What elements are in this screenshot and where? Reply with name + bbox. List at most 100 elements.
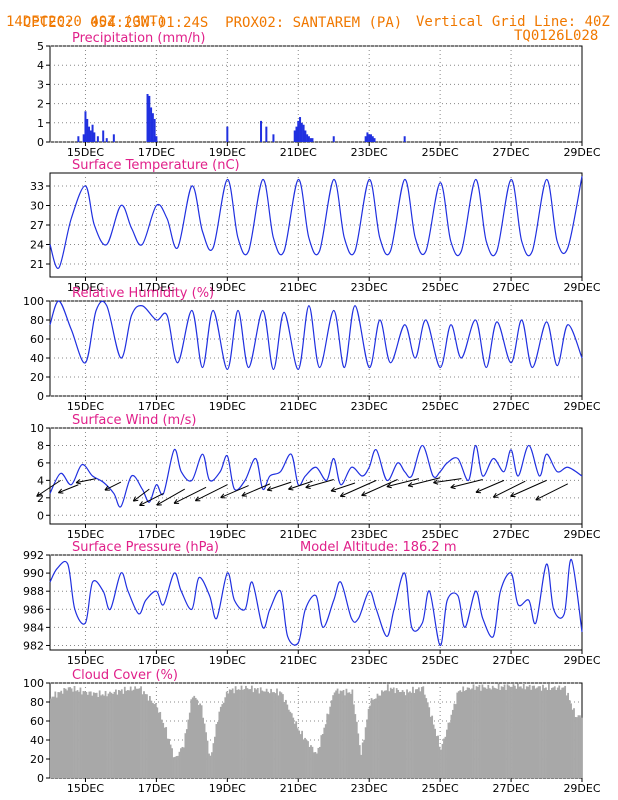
- cloud-bar: [395, 688, 398, 778]
- cloud-bar: [283, 702, 286, 778]
- panel-0: [46, 45, 583, 146]
- x-tick-label: 25DEC: [422, 528, 459, 541]
- y-tick-label: 4: [37, 474, 44, 487]
- cloud-bar: [168, 738, 170, 778]
- cloud-bar: [231, 688, 234, 778]
- cloud-bar: [416, 689, 419, 778]
- cloud-bar: [205, 732, 207, 778]
- panel-frame: [49, 45, 583, 143]
- cloud-bar: [95, 692, 98, 778]
- cloud-bar: [571, 709, 574, 778]
- precip-bar: [105, 138, 108, 142]
- cloud-bar: [144, 694, 147, 778]
- cloud-bar: [81, 694, 83, 778]
- cloud-bar: [419, 691, 422, 778]
- cloud-bar: [579, 715, 581, 778]
- cloud-bar: [394, 693, 397, 778]
- precip-bar: [89, 130, 92, 142]
- cloud-bar: [82, 691, 85, 778]
- cloud-bar: [561, 687, 564, 778]
- cloud-bar: [351, 689, 354, 778]
- panel-4: [46, 554, 583, 654]
- x-tick-label: 21DEC: [280, 528, 317, 541]
- cloud-bar: [546, 689, 549, 778]
- cloud-bar: [447, 722, 450, 778]
- x-tick-label: 19DEC: [209, 281, 246, 294]
- y-tick-label: 984: [23, 621, 44, 634]
- cloud-bar: [355, 721, 358, 778]
- cloud-bar: [565, 695, 568, 778]
- x-tick-label: 21DEC: [280, 146, 317, 159]
- x-tick-label: 21DEC: [280, 782, 317, 795]
- cloud-bar: [253, 688, 256, 778]
- cloud-bar: [92, 692, 95, 778]
- cloud-bar: [472, 684, 475, 778]
- header-grid-note: Vertical Grid Line: 40Z: [416, 14, 610, 30]
- cloud-bar: [527, 686, 530, 778]
- cloud-bar: [151, 702, 154, 778]
- cloud-bar: [66, 690, 69, 778]
- precip-bar: [260, 120, 263, 142]
- cloud-bar: [451, 709, 454, 778]
- wind-vector: [241, 483, 271, 497]
- cloud-bar: [69, 687, 71, 778]
- wind-vector-head: [75, 479, 82, 485]
- cloud-bar: [573, 708, 575, 778]
- precip-bar: [371, 136, 374, 142]
- x-tick-label: 21DEC: [280, 281, 317, 294]
- cloud-bar: [338, 693, 340, 778]
- cloud-bar: [258, 693, 261, 778]
- cloud-bar: [287, 709, 290, 778]
- cloud-bar: [536, 687, 538, 778]
- cloud-bar: [280, 692, 283, 778]
- cloud-bar: [178, 751, 181, 778]
- precip-bar: [304, 130, 307, 142]
- x-tick-label: 25DEC: [422, 146, 459, 159]
- cloud-bar: [469, 689, 472, 778]
- cloud-bar: [61, 693, 64, 778]
- wind-vector: [493, 480, 526, 498]
- cloud-bar: [52, 696, 55, 778]
- precip-bar: [332, 136, 335, 142]
- cloud-bar: [441, 743, 444, 778]
- cloud-bar: [428, 707, 431, 778]
- cloud-bar: [397, 689, 400, 778]
- cloud-bar: [382, 691, 385, 778]
- x-tick-label: 29DEC: [563, 654, 600, 667]
- cloud-bar: [475, 686, 478, 778]
- cloud-bar: [533, 685, 536, 778]
- cloud-bar: [94, 692, 97, 778]
- cloud-bar: [252, 692, 255, 778]
- cloud-bar: [78, 691, 80, 778]
- cloud-bar: [373, 698, 376, 778]
- cloud-bar: [125, 690, 128, 778]
- wind-vector: [340, 479, 377, 497]
- cloud-bar: [119, 690, 122, 778]
- y-tick-label: 2: [37, 492, 44, 505]
- precip-bar: [93, 132, 96, 142]
- x-tick-label: 17DEC: [138, 528, 175, 541]
- precip-bar: [102, 130, 105, 142]
- header-coords: 054:23W-01:24S: [90, 15, 209, 31]
- cloud-bar: [138, 688, 141, 778]
- cloud-bar: [330, 700, 333, 778]
- wind-vector: [195, 484, 228, 502]
- cloud-bar: [63, 688, 66, 778]
- cloud-bar: [159, 711, 162, 778]
- cloud-bar: [268, 693, 271, 778]
- cloud-bar: [197, 705, 200, 778]
- wind-vector-head: [104, 485, 110, 491]
- cloud-bar: [120, 689, 123, 778]
- cloud-bar: [112, 693, 114, 778]
- cloud-bar: [85, 691, 88, 778]
- cloud-bar: [490, 689, 493, 778]
- cloud-bar: [261, 690, 264, 778]
- cloud-bar: [500, 686, 503, 778]
- cloud-bar: [219, 706, 222, 778]
- panel-frame: [49, 554, 583, 651]
- x-tick-label: 21DEC: [280, 654, 317, 667]
- cloud-bar: [409, 691, 411, 778]
- cloud-bar: [72, 691, 74, 778]
- x-tick-label: 19DEC: [209, 782, 246, 795]
- cloud-bar: [140, 686, 142, 778]
